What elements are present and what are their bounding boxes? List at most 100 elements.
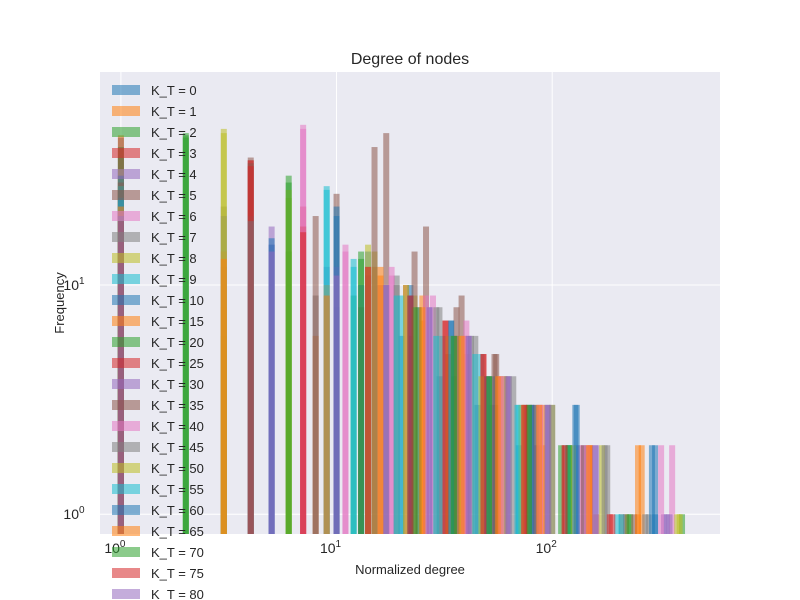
- bar-6-8: [577, 445, 584, 534]
- legend-label-19: K_T = 55: [151, 482, 204, 497]
- bar-21-8: [585, 445, 592, 534]
- legend-label-16: K_T = 40: [151, 419, 204, 434]
- bar-17-6: [510, 376, 517, 534]
- bar-18-9: [676, 514, 683, 534]
- y-axis-label: Frequency: [52, 272, 67, 334]
- bar-8-6: [501, 376, 508, 534]
- bar-22-1: [182, 137, 189, 535]
- legend-label-11: K_T = 15: [151, 314, 204, 329]
- bar-18-4: [403, 285, 410, 534]
- bar-12-4: [415, 307, 422, 534]
- legend-item-14: K_T = 30: [112, 377, 204, 392]
- legend-swatch-23: [112, 568, 140, 578]
- legend-swatch-2: [112, 127, 140, 137]
- legend-label-0: K_T = 0: [151, 83, 197, 98]
- bar-24-1: [268, 251, 275, 534]
- legend-label-12: K_T = 20: [151, 335, 204, 350]
- legend-item-11: K_T = 15: [112, 314, 204, 329]
- bar-10-9: [652, 445, 659, 534]
- bar-24-2: [333, 275, 340, 534]
- bar-17-8: [601, 445, 608, 534]
- bar-23-7: [520, 404, 527, 534]
- bar-23-5: [442, 320, 449, 534]
- bar-15-9: [631, 514, 638, 534]
- legend-label-15: K_T = 35: [151, 398, 204, 413]
- bar-15-6: [491, 354, 498, 534]
- bar-19-3: [350, 266, 357, 534]
- bar-17-4: [436, 307, 443, 534]
- legend-label-9: K_T = 9: [151, 272, 197, 287]
- bar-22-7: [525, 404, 532, 534]
- bar-6-4: [429, 295, 436, 534]
- bar-22-6: [486, 376, 493, 534]
- legend-swatch-18: [112, 463, 140, 473]
- bar-23-8: [561, 445, 568, 534]
- legend-item-16: K_T = 40: [112, 419, 204, 434]
- legend-item-23: K_T = 75: [112, 566, 204, 581]
- bar-24-9: [663, 514, 670, 534]
- legend-item-22: K_T = 70: [112, 545, 204, 560]
- bar-15-8: [580, 445, 587, 534]
- legend-item-6: K_T = 6: [112, 209, 197, 224]
- bar-16-4: [423, 295, 430, 534]
- legend-swatch-8: [112, 253, 140, 263]
- bar-24-0: [117, 216, 124, 535]
- bar-23-9: [606, 514, 613, 534]
- bar-19-6: [472, 354, 479, 534]
- legend-swatch-19: [112, 484, 140, 494]
- bar-7-9: [645, 514, 652, 534]
- bar-23-3: [365, 266, 372, 534]
- legend-item-12: K_T = 20: [112, 335, 204, 350]
- legend-swatch-22: [112, 547, 140, 557]
- legend-swatch-14: [112, 379, 140, 389]
- legend-item-19: K_T = 55: [112, 482, 204, 497]
- bar-21-5: [458, 335, 465, 534]
- legend-item-13: K_T = 25: [112, 356, 204, 371]
- legend-label-8: K_T = 8: [151, 251, 197, 266]
- legend-item-21: K_T = 65: [112, 524, 204, 539]
- legend-label-3: K_T = 3: [151, 146, 197, 161]
- bar-16-3: [388, 275, 395, 534]
- legend-item-1: K_T = 1: [112, 104, 197, 119]
- legend-item-17: K_T = 45: [112, 440, 204, 455]
- legend-label-17: K_T = 45: [151, 440, 204, 455]
- bar-19-9: [618, 514, 625, 534]
- bar-20-8: [572, 404, 579, 534]
- legend-swatch-1: [112, 106, 140, 116]
- series-24: [117, 216, 670, 535]
- bar-16-2: [342, 251, 349, 534]
- x-tick-label-2: 102: [536, 539, 558, 556]
- bar-23-6: [480, 354, 487, 534]
- legend-label-18: K_T = 50: [151, 461, 204, 476]
- bar-20-9: [648, 445, 655, 534]
- legend-label-10: K_T = 10: [151, 293, 204, 308]
- bar-22-5: [450, 335, 457, 534]
- legend-swatch-3: [112, 148, 140, 158]
- legend-item-18: K_T = 50: [112, 461, 204, 476]
- legend-label-13: K_T = 25: [151, 356, 204, 371]
- legend-item-10: K_T = 10: [112, 293, 204, 308]
- bar-17-9: [642, 514, 649, 534]
- bar-6-9: [669, 445, 676, 534]
- bar-21-6: [494, 376, 501, 534]
- y-tick-label-1: 101: [63, 276, 85, 293]
- legend-label-2: K_T = 2: [151, 125, 197, 140]
- bar-23-2: [300, 232, 307, 534]
- legend-swatch-15: [112, 400, 140, 410]
- legend-item-3: K_T = 3: [112, 146, 197, 161]
- bar-23-1: [247, 166, 254, 534]
- legend-label-4: K_T = 4: [151, 167, 197, 182]
- bar-21-7: [536, 404, 543, 534]
- legend-swatch-5: [112, 190, 140, 200]
- legend-item-24: K_T = 80: [112, 587, 204, 600]
- bar-22-9: [625, 514, 632, 534]
- legend: K_T = 0 K_T = 1 K_T = 2 K_T = 3 K_T = 4 K_T =…: [112, 83, 204, 600]
- bar-19-7: [514, 404, 521, 534]
- legend-label-21: K_T = 65: [151, 524, 204, 539]
- bar-22-2: [285, 182, 292, 534]
- legend-label-5: K_T = 5: [151, 188, 197, 203]
- x-tick-label-1: 101: [320, 539, 342, 556]
- legend-item-9: K_T = 9: [112, 272, 197, 287]
- legend-swatch-0: [112, 85, 140, 95]
